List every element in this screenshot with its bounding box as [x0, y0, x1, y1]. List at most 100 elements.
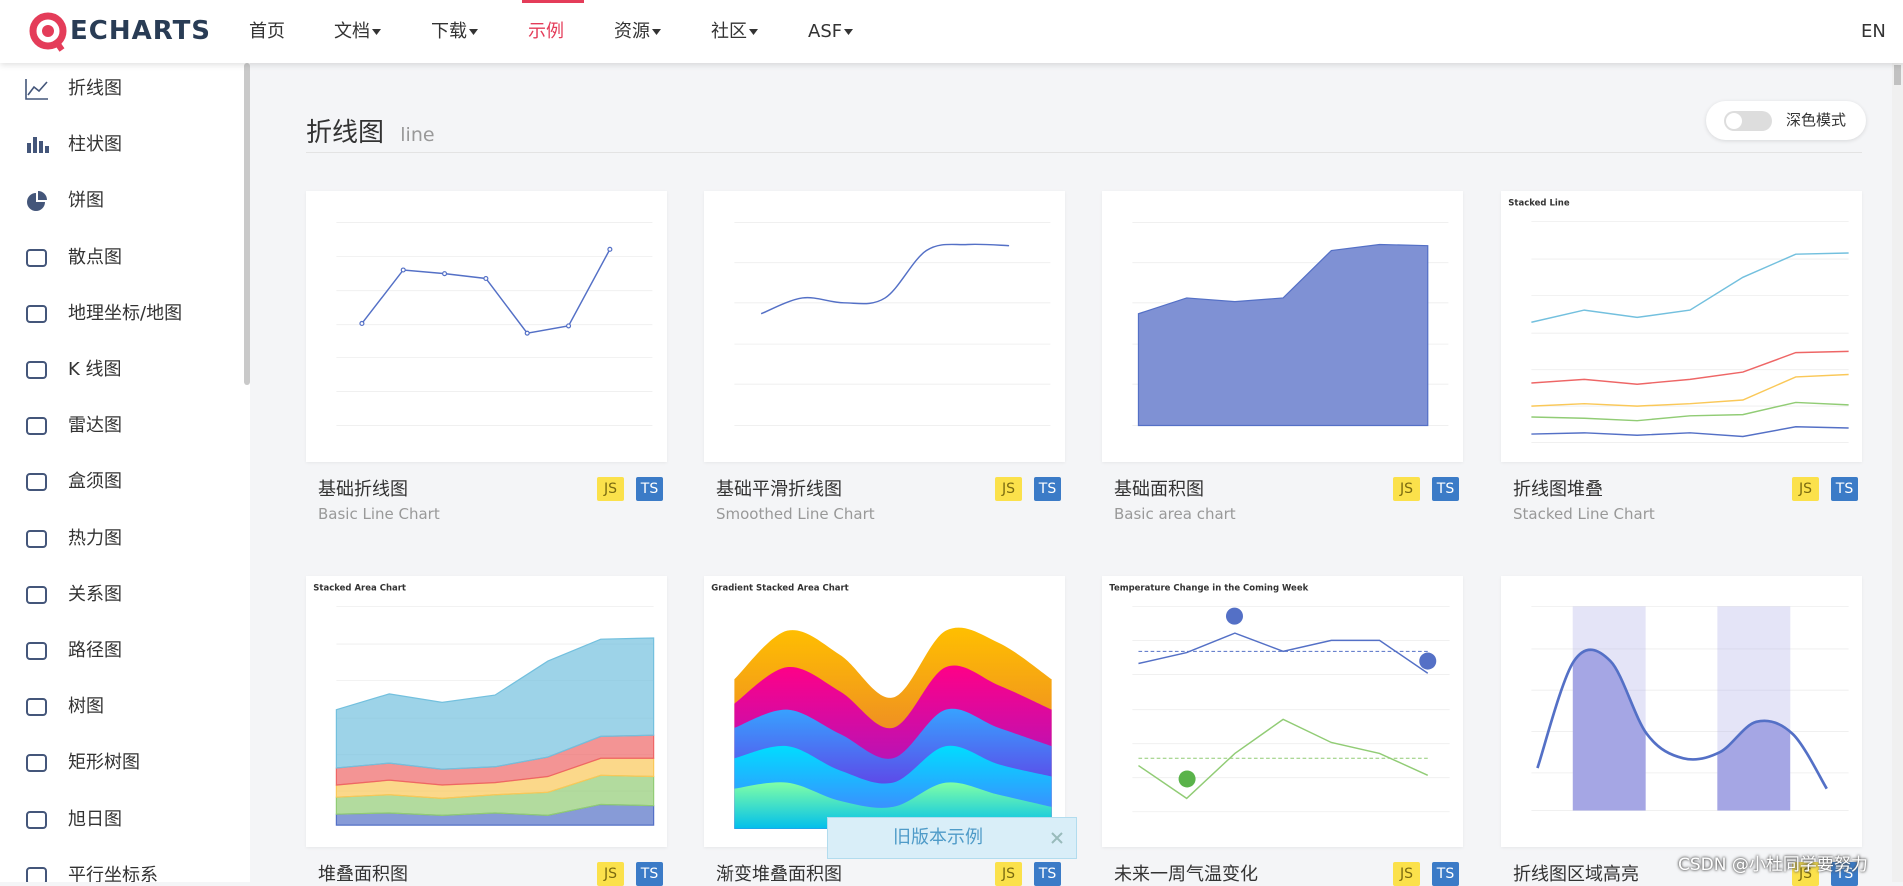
sidebar-item[interactable]: 盒须图 [68, 471, 122, 493]
example-card[interactable] [306, 191, 667, 462]
sidebar-icon [26, 304, 47, 323]
old-version-popup[interactable]: 旧版本示例 [827, 817, 1077, 859]
sidebar-icon [26, 585, 47, 604]
example-card[interactable]: Stacked Area Chart [306, 576, 667, 847]
switch-knob [1726, 113, 1742, 129]
caret [469, 29, 478, 35]
thumb-line [1531, 373, 1849, 407]
dropdown-caret [469, 29, 478, 35]
badge[interactable]: JS [1393, 477, 1420, 501]
card-subtitle: Basic area chart [1114, 505, 1236, 523]
nav-item[interactable]: 下载 [431, 0, 478, 63]
nav-label: 资源 [614, 21, 650, 42]
dropdown-caret [749, 29, 758, 35]
thumb-dot [565, 323, 572, 329]
thumb-line [1531, 350, 1849, 385]
popup-text: 旧版本示例 [893, 827, 983, 848]
thumb-pin [1225, 607, 1243, 625]
icon-shape [26, 585, 47, 604]
badge[interactable]: TS [1034, 477, 1061, 501]
sidebar-item[interactable]: 地理坐标/地图 [68, 302, 183, 324]
thumb-line [1138, 718, 1429, 800]
nav-item[interactable]: 示例 [522, 0, 584, 63]
dark-mode-toggle[interactable]: 深色模式 [1706, 101, 1866, 140]
sidebar-item[interactable]: 树图 [68, 696, 104, 718]
thumb-area [335, 637, 655, 770]
switch-track [1724, 111, 1772, 131]
card-subtitle: Stacked Line Chart [1513, 505, 1655, 523]
thumb-title: Stacked Area Chart [313, 584, 406, 594]
nav-label: 文档 [334, 21, 370, 42]
sidebar-item[interactable]: 饼图 [68, 190, 104, 212]
example-card[interactable] [704, 191, 1065, 462]
thumb-dot [483, 275, 489, 282]
sidebar-icon [26, 248, 47, 267]
section-title-text: 折线图 [306, 118, 385, 148]
icon-shape [27, 143, 31, 154]
nav-label: 示例 [528, 21, 564, 42]
sidebar-item[interactable]: 矩形树图 [68, 752, 140, 774]
nav-item[interactable]: 社区 [711, 0, 758, 63]
sidebar-item[interactable]: 旭日图 [68, 808, 122, 830]
sidebar-item[interactable]: K 线图 [68, 359, 122, 380]
icon-shape [26, 304, 47, 323]
icon-shape [26, 754, 47, 773]
sidebar-item[interactable]: 折线图 [68, 78, 122, 99]
sidebar-item[interactable]: 关系图 [68, 583, 122, 605]
caret [844, 29, 854, 35]
badge[interactable]: JS [1792, 477, 1819, 501]
example-card[interactable]: Gradient Stacked Area Chart [704, 576, 1065, 847]
logo-text[interactable]: ECHARTS [70, 16, 212, 46]
nav-item[interactable]: 文档 [334, 0, 381, 63]
nav-item[interactable]: ASF [808, 0, 854, 63]
thumb-dot [607, 246, 613, 252]
example-card[interactable] [1501, 576, 1862, 847]
dark-mode-label: 深色模式 [1786, 111, 1847, 129]
badge[interactable]: JS [995, 477, 1022, 501]
example-card[interactable]: Temperature Change in the Coming Week [1102, 576, 1463, 847]
badge[interactable]: JS [1393, 862, 1420, 886]
thumb-line [1531, 252, 1849, 323]
sidebar-item[interactable]: 雷达图 [68, 415, 122, 437]
badge[interactable]: TS [1432, 477, 1459, 501]
popup-close[interactable] [1050, 831, 1064, 845]
sidebar-icon [25, 79, 48, 100]
dropdown-caret [372, 29, 381, 35]
thumb-line [1531, 401, 1849, 422]
badge[interactable]: TS [1831, 477, 1858, 501]
thumb-title: Temperature Change in the Coming Week [1109, 584, 1308, 594]
divider [306, 152, 1862, 153]
icon-shape [26, 810, 47, 829]
example-card[interactable] [1102, 191, 1463, 462]
caret [372, 29, 381, 35]
sidebar-item[interactable]: 柱状图 [68, 134, 122, 156]
card-title: 基础折线图 [318, 479, 408, 500]
logo-icon [29, 12, 67, 52]
nav-item[interactable]: 首页 [249, 0, 285, 63]
badge[interactable]: JS [995, 862, 1022, 886]
sidebar-item[interactable]: 路径图 [68, 640, 122, 661]
badge[interactable]: JS [597, 477, 624, 501]
card-title: 折线图堆叠 [1513, 479, 1603, 500]
badge[interactable]: TS [1432, 862, 1459, 886]
sidebar-item[interactable]: 散点图 [68, 246, 122, 268]
nav-item[interactable]: 资源 [614, 0, 661, 63]
badge[interactable]: JS [597, 862, 624, 886]
icon-shape [26, 529, 47, 548]
thumb-title: Gradient Stacked Area Chart [711, 584, 848, 594]
icon-shape [39, 141, 43, 154]
sidebar-item[interactable]: 热力图 [68, 527, 122, 549]
sidebar-item[interactable]: 平行坐标系 [68, 864, 158, 882]
badge[interactable]: TS [1034, 862, 1061, 886]
icon-shape [26, 698, 47, 717]
example-card[interactable]: Stacked Line [1501, 191, 1862, 462]
thumb-dot [400, 267, 406, 273]
language[interactable]: EN [1861, 21, 1886, 42]
thumb-dot [524, 330, 530, 336]
thumb-band-fill [1572, 649, 1791, 811]
card-title: 堆叠面积图 [318, 864, 408, 885]
badge[interactable]: TS [636, 477, 663, 501]
thumb-line [1536, 648, 1828, 790]
badge[interactable]: TS [636, 862, 663, 886]
